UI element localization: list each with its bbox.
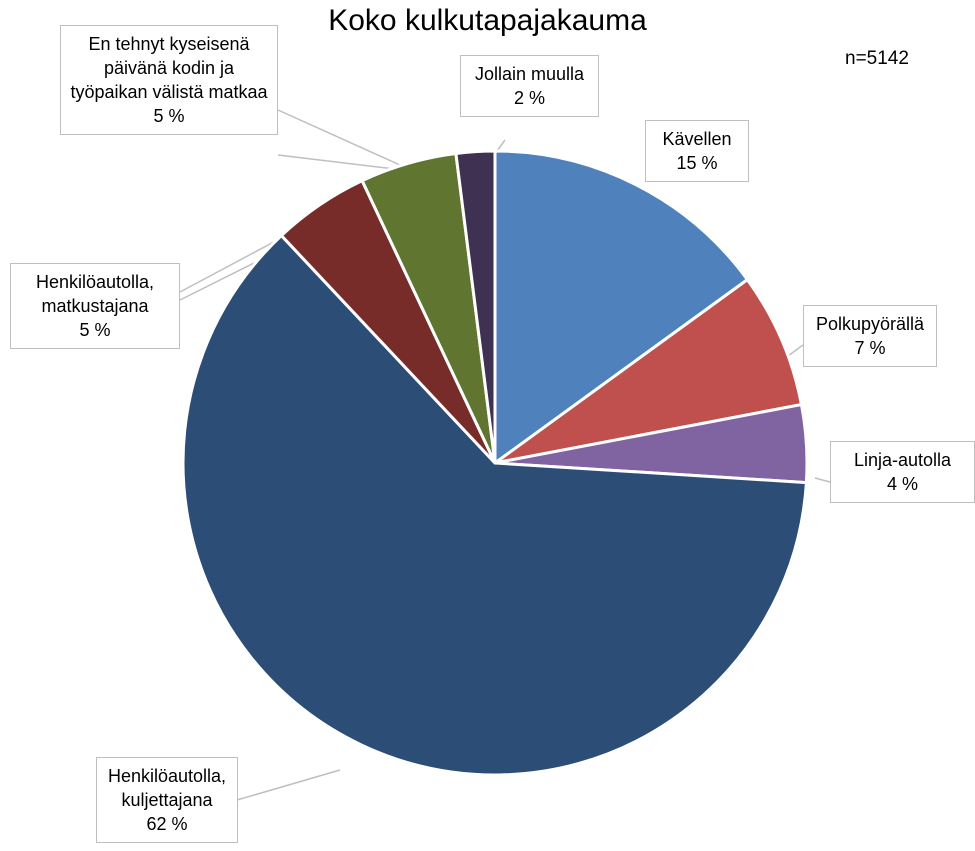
data-label: Kävellen 15 % [645,120,749,182]
value-label: 62 % [146,814,188,834]
value-label: 4 % [886,474,919,494]
leader-line [277,109,401,166]
leader-line [236,769,341,801]
data-label: Linja-autolla 4 % [830,441,975,503]
leader-line [814,477,831,483]
pie-slice [493,149,749,465]
leader-line [787,344,804,357]
data-label: Polkupyörällä 7 % [803,305,937,367]
pie-slice [454,149,497,465]
pie-slice [493,278,803,465]
chart-title: Koko kulkutapajakauma [328,4,647,37]
data-label: Jollain muulla 2 % [460,55,599,117]
category-label: En tehnyt kyseisenä päivänä kodin ja työ… [70,34,268,102]
category-label: Kävellen [662,129,732,149]
category-label: Henkilöautolla, matkustajana [35,272,155,316]
value-label: 2 % [513,88,546,108]
category-label: Linja-autolla [853,450,952,470]
value-label: 7 % [854,338,886,358]
category-label: Henkilöautolla, kuljettajana [107,766,227,810]
category-label: Jollain muulla [474,64,585,84]
category-label: Polkupyörällä [815,314,925,334]
value-label: 5 % [153,106,185,126]
data-label: Henkilöautolla, kuljettajana 62 % [96,757,238,843]
data-label: Henkilöautolla, matkustajana 5 % [10,263,180,349]
sample-size: n=5142 [845,48,909,69]
data-label: En tehnyt kyseisenä päivänä kodin ja työ… [60,25,278,135]
value-label: 5 % [79,320,111,340]
value-label: 15 % [676,153,718,173]
pie-slice [181,234,808,777]
